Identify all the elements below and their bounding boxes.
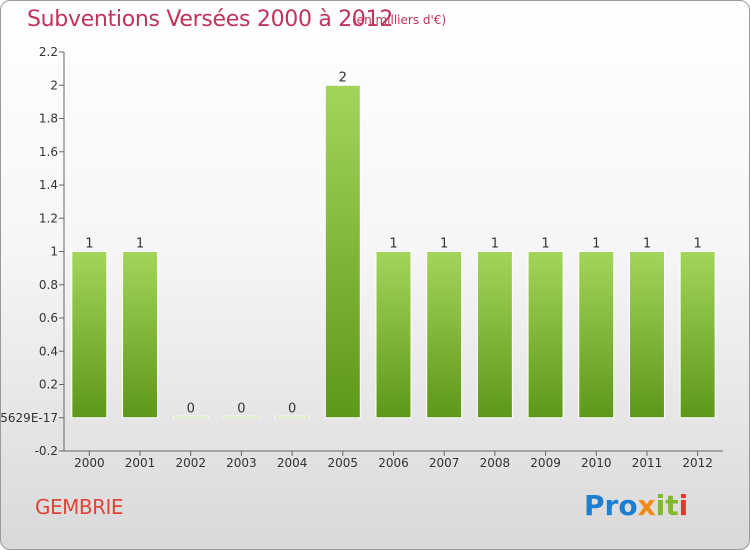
bars: 1 1 0 0 0 2 1 1 1 1 1 1 1 [71,70,716,419]
logo-part-1: Pro [584,489,638,522]
commune-name: GEMBRIE [35,495,124,519]
x-tick-label: 2004 [277,456,308,470]
bar [426,251,463,419]
logo-part-2: x [637,489,656,522]
y-tick-label: 1.8 [39,112,58,126]
bar [274,415,311,419]
bar [375,251,412,419]
bar-value-label: 2 [339,70,347,85]
y-tick-label: 0.8 [39,278,58,292]
y-tick-label: -0.2 [35,444,58,458]
bar-value-label: 0 [187,401,195,416]
bar [223,415,260,419]
bar [476,251,513,419]
x-tick-label: 2006 [378,456,409,470]
bar [679,251,716,419]
x-tick-label: 2000 [74,456,105,470]
bar [527,251,564,419]
x-tick-label: 2005 [328,456,359,470]
chart-title: Subventions Versées 2000 à 2012 [27,7,394,32]
bar-value-label: 0 [288,401,296,416]
bar-value-label: 1 [541,237,549,252]
bar-value-label: 1 [592,237,600,252]
bar-value-label: 1 [136,237,144,252]
x-tick-label: 2007 [429,456,460,470]
y-tick-label: 1.2 [39,211,58,225]
y-tick-label: 2.2 [39,45,58,59]
y-tick-label: 1.4 [39,178,58,192]
chart-subtitle: (en milliers d'€) [352,13,447,27]
y-tick-label: 0.2 [39,378,58,392]
bar-value-label: 1 [440,237,448,252]
proxiti-logo[interactable]: Proxiti [584,489,688,522]
x-tick-label: 2012 [682,456,713,470]
x-tick-label: 2010 [581,456,612,470]
bar-value-label: 1 [643,237,651,252]
y-tick-label: 0.4 [39,344,58,358]
x-tick-label: 2008 [480,456,511,470]
y-tick-label: -1.5629E-17 [1,411,58,425]
x-tick-label: 2002 [175,456,206,470]
bar [628,251,665,419]
bar [71,251,108,419]
x-tick-label: 2001 [125,456,156,470]
bar [172,415,209,419]
y-tick-label: 1.6 [39,145,58,159]
x-axis: 2000 2001 2002 2003 2004 2005 2006 2007 2008 2009… [64,450,723,470]
bar-value-label: 1 [694,237,702,252]
y-tick-label: 0.6 [39,311,58,325]
y-tick-label: 1 [50,245,58,259]
bar-value-label: 1 [85,237,93,252]
logo-part-4: i [678,489,689,522]
y-axis: -0.2 -1.5629E-17 0.2 0.4 0.6 0.8 1 1.2 1.4 1.6 1.8… [1,45,65,458]
bar [324,84,361,419]
x-tick-label: 2003 [226,456,257,470]
bar-value-label: 1 [389,237,397,252]
y-tick-label: 2 [50,78,58,92]
x-tick-label: 2011 [632,456,663,470]
bar-value-label: 0 [237,401,245,416]
bar [578,251,615,419]
x-tick-label: 2009 [530,456,561,470]
logo-part-3: it [655,489,679,522]
bar [122,251,159,419]
bar-value-label: 1 [491,237,499,252]
